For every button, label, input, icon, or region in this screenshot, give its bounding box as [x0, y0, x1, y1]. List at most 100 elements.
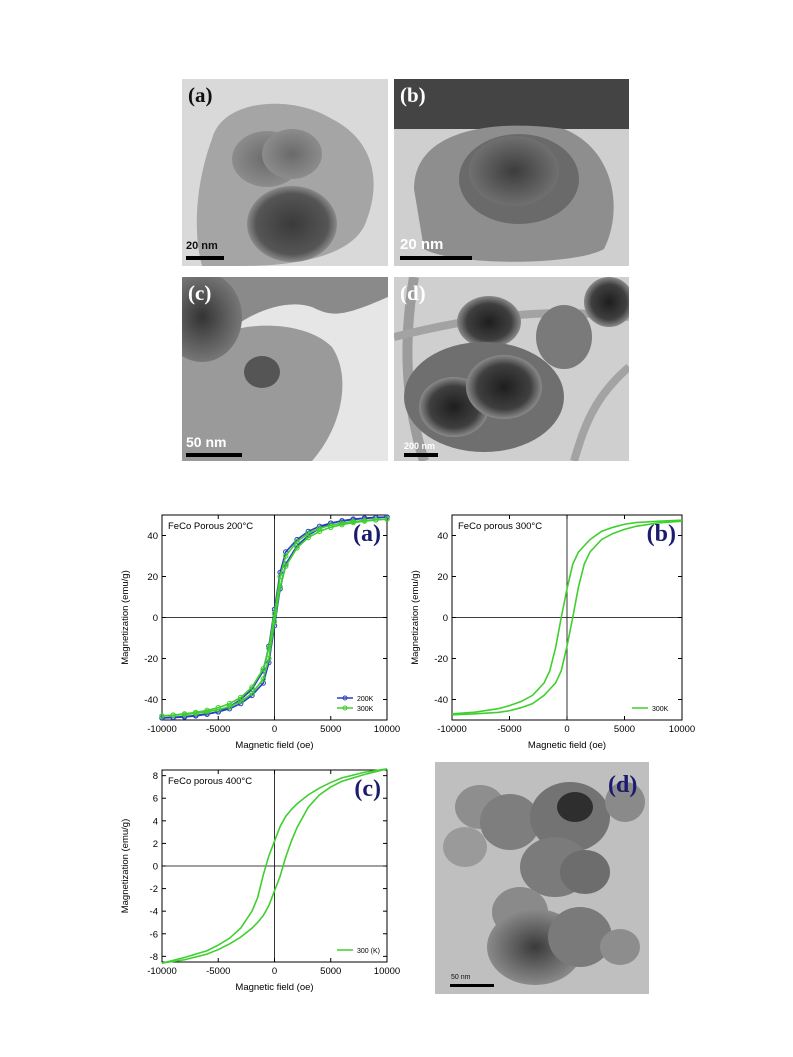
- data-point: [277, 573, 283, 580]
- data-point: [294, 545, 300, 551]
- data-point: [316, 528, 323, 535]
- y-axis-label: Magnetization (emu/g): [120, 570, 131, 665]
- scale-bar: [450, 984, 494, 987]
- tem-image-d2: (d) 50 nm: [435, 762, 649, 994]
- data-point: [339, 521, 345, 528]
- scale-label: 20 nm: [186, 240, 218, 252]
- data-point: [226, 700, 233, 707]
- data-point: [181, 711, 188, 718]
- tem-image-b: (b) 20 nm: [394, 79, 629, 266]
- data-point: [305, 534, 311, 541]
- data-point: [283, 563, 289, 569]
- tem-panel-label: (a): [188, 83, 213, 107]
- y-axis-label: Magnetization (emu/g): [410, 570, 421, 665]
- tem-micrograph-d2: [435, 762, 649, 994]
- y-tick-label: -20: [144, 654, 158, 665]
- data-point: [283, 553, 289, 559]
- x-tick-label: 0: [564, 724, 569, 735]
- legend-marker: [342, 695, 348, 701]
- data-point: [193, 710, 199, 717]
- data-point: [260, 666, 266, 672]
- y-tick-label: -6: [150, 929, 158, 940]
- x-tick-label: 10000: [374, 966, 400, 977]
- y-tick-label: 20: [147, 572, 158, 583]
- data-point: [350, 519, 356, 526]
- x-tick-label: 0: [272, 966, 277, 977]
- tem-micrograph-c: [182, 277, 388, 461]
- x-tick-label: 0: [272, 724, 277, 735]
- legend-label: 200K: [357, 696, 374, 703]
- tem-micrograph-a: [182, 79, 388, 266]
- y-tick-label: -20: [434, 654, 448, 665]
- data-point: [249, 684, 255, 690]
- data-point: [384, 516, 390, 522]
- data-point: [328, 522, 334, 528]
- y-tick-label: 2: [153, 839, 158, 850]
- y-tick-label: -40: [434, 695, 448, 706]
- tem-image-c: (c) 50 nm: [182, 277, 388, 461]
- x-axis-label: Magnetic field (oe): [235, 982, 313, 993]
- chart-svg-a: -10000 -5000 0 5000 10000 -40 -20 0 20 40 Magnetic…: [120, 514, 400, 751]
- legend-label: 300 (K): [357, 948, 380, 955]
- y-tick-label: 8: [153, 771, 158, 782]
- tem-micrograph-d: [394, 277, 629, 461]
- tem-panel-label: (d): [608, 772, 638, 798]
- tem-panel-label: (c): [188, 281, 212, 305]
- series-line-ascending: [451, 520, 683, 716]
- data-point: [170, 712, 176, 718]
- x-tick-label: -5000: [497, 724, 521, 735]
- hysteresis-plot-c: -10000 -5000 0 5000 10000 -8 -6 -4 -2 0 2 4 6 8 Magnet…: [110, 760, 400, 1002]
- y-tick-label: -2: [150, 884, 158, 895]
- chart-title: FeCo porous 300°C: [458, 521, 542, 532]
- scale-bar: [186, 453, 242, 457]
- tem-image-d: (d) 200 nm: [394, 277, 629, 461]
- tem-panel-label: (d): [400, 281, 426, 305]
- x-tick-label: -10000: [147, 966, 177, 977]
- data-point: [316, 525, 323, 532]
- data-point: [215, 705, 221, 711]
- data-point: [249, 690, 255, 697]
- y-tick-label: -8: [150, 952, 158, 963]
- y-tick-label: -4: [150, 907, 158, 918]
- y-tick-label: 6: [153, 794, 158, 805]
- y-tick-label: 0: [153, 613, 158, 624]
- data-point: [361, 518, 368, 524]
- series-line-descending: [451, 519, 683, 715]
- data-point: [226, 703, 233, 710]
- scale-label: 50 nm: [186, 434, 227, 450]
- x-tick-label: 10000: [669, 724, 695, 735]
- y-axis-label: Magnetization (emu/g): [120, 819, 131, 914]
- chart-svg-c: -10000 -5000 0 5000 10000 -8 -6 -4 -2 0 2 4 6 8 Magnet…: [120, 768, 400, 993]
- scale-label: 50 nm: [451, 974, 471, 981]
- legend-label: 300K: [652, 706, 669, 713]
- series-line-descending: [161, 518, 388, 717]
- scale-bar: [186, 256, 224, 260]
- y-tick-label: 0: [443, 613, 448, 624]
- tem-image-a: (a) 20 nm: [182, 79, 388, 266]
- data-point: [271, 618, 278, 625]
- chart-title: FeCo porous 400°C: [168, 776, 252, 787]
- data-point: [204, 709, 210, 715]
- hysteresis-plot-a: -10000 -5000 0 5000 10000 -40 -20 0 20 40 Magnetic…: [110, 505, 400, 760]
- x-tick-label: 10000: [374, 724, 400, 735]
- y-tick-label: 20: [437, 572, 448, 583]
- x-axis-label: Magnetic field (oe): [528, 740, 606, 751]
- scale-label: 20 nm: [400, 236, 444, 253]
- chart-title: FeCo Porous 200°C: [168, 521, 253, 532]
- legend-label: 300K: [357, 706, 374, 713]
- hysteresis-plot-b: -10000 -5000 0 5000 10000 -40 -20 0 20 40 Magnetic…: [400, 505, 695, 760]
- scale-bar: [400, 256, 472, 260]
- x-tick-label: 5000: [320, 724, 341, 735]
- legend-marker: [342, 705, 348, 711]
- data-point: [271, 610, 278, 617]
- chart-panel-label: (a): [353, 521, 381, 547]
- scale-bar: [404, 453, 438, 457]
- data-point: [373, 517, 379, 523]
- y-tick-label: 0: [153, 862, 158, 873]
- scale-label: 200 nm: [404, 441, 436, 451]
- data-point: [266, 645, 272, 651]
- chart-svg-b: -10000 -5000 0 5000 10000 -40 -20 0 20 40 Magnetic…: [410, 514, 695, 751]
- y-tick-label: 40: [147, 531, 158, 542]
- data-point: [328, 524, 334, 530]
- y-tick-label: -40: [144, 695, 158, 706]
